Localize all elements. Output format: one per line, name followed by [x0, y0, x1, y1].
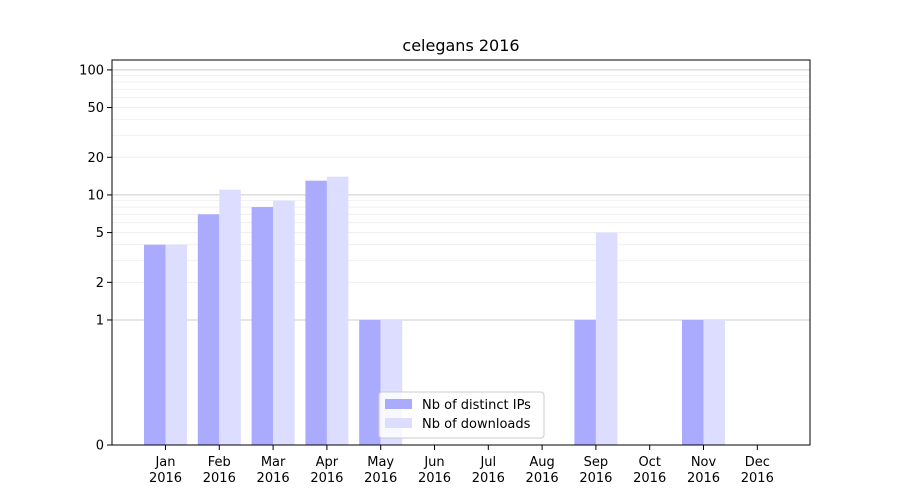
x-tick-label: Feb [208, 455, 231, 470]
bar [703, 319, 725, 445]
x-tick-label: Aug [529, 455, 554, 470]
x-axis: Jan2016Feb2016Mar2016Apr2016May2016Jun20… [149, 445, 774, 486]
x-tick-label: Apr [316, 455, 339, 470]
y-tick-label: 10 [87, 188, 104, 203]
x-tick-label: 2016 [364, 471, 397, 486]
x-tick-label: 2016 [579, 471, 612, 486]
y-tick-label: 1 [96, 313, 104, 328]
bar [273, 200, 295, 445]
x-tick-label: Jun [423, 455, 444, 470]
bar [595, 232, 618, 445]
bar [165, 244, 187, 445]
y-tick-label: 50 [87, 101, 104, 116]
x-tick-label: 2016 [687, 471, 720, 486]
x-tick-label: Jul [479, 455, 496, 470]
legend-swatch [385, 399, 412, 409]
x-tick-label: 2016 [418, 471, 451, 486]
x-tick-label: 2016 [526, 471, 559, 486]
bar [219, 189, 241, 445]
x-tick-label: Jan [154, 455, 175, 470]
plot-area-frame [111, 59, 811, 446]
legend-swatch [385, 418, 412, 428]
x-tick-label: 2016 [633, 471, 666, 486]
x-tick-label: Sep [584, 455, 609, 470]
bar [682, 319, 704, 445]
x-tick-label: 2016 [310, 471, 343, 486]
y-tick-label: 2 [96, 276, 104, 291]
x-tick-label: 2016 [203, 471, 236, 486]
x-tick-label: 2016 [741, 471, 774, 486]
x-tick-label: May [367, 455, 394, 470]
bar [197, 214, 220, 445]
bar [326, 176, 349, 445]
bar [574, 319, 596, 445]
bar [144, 244, 166, 445]
legend-box [378, 391, 545, 439]
y-tick-label: 20 [87, 151, 104, 166]
bar [305, 180, 327, 445]
bar [359, 319, 381, 445]
y-tick-label: 0 [96, 439, 104, 454]
x-tick-label: Dec [745, 455, 770, 470]
x-tick-label: 2016 [149, 471, 182, 486]
x-tick-label: Oct [638, 455, 660, 470]
y-axis: 0 1 2 5 10 20 50 100 [79, 63, 112, 454]
x-tick-label: 2016 [257, 471, 290, 486]
x-tick-label: Mar [261, 455, 286, 470]
legend-label: Nb of distinct IPs [422, 398, 531, 413]
y-tick-label: 5 [96, 226, 104, 241]
x-tick-label: Nov [691, 455, 717, 470]
x-tick-label: 2016 [472, 471, 505, 486]
legend: Nb of distinct IPs Nb of downloads [378, 391, 545, 439]
chart-title: celegans 2016 [402, 36, 519, 55]
bar [251, 207, 274, 445]
y-tick-label: 100 [79, 63, 104, 78]
legend-label: Nb of downloads [422, 417, 531, 432]
